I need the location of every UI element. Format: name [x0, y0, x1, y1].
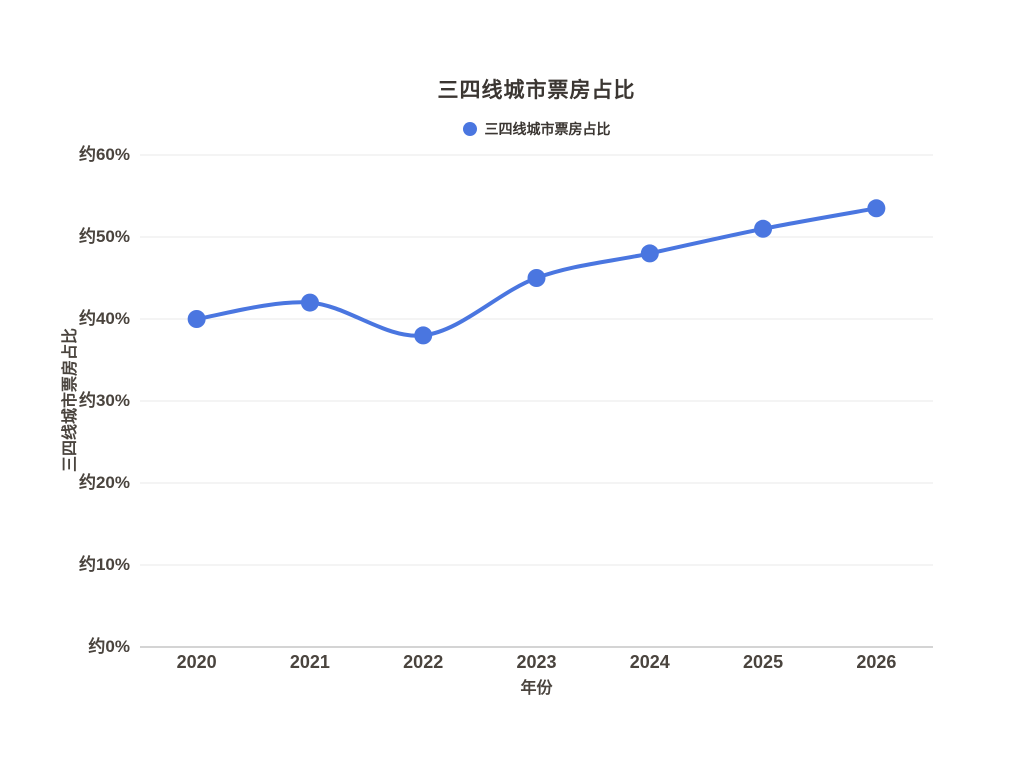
x-tick-label: 2022: [403, 652, 444, 672]
y-tick-label: 约10%: [78, 555, 130, 574]
y-tick-label: 约50%: [78, 227, 130, 246]
y-tick-label: 约60%: [78, 145, 130, 164]
y-axis-title: 三四线城市票房占比: [62, 327, 79, 473]
legend[interactable]: 三四线城市票房占比: [140, 119, 933, 139]
data-point-2024[interactable]: [640, 244, 659, 263]
y-tick-label: 约30%: [78, 391, 130, 410]
data-point-2026[interactable]: [867, 199, 886, 218]
y-tick-label: 约0%: [88, 637, 130, 656]
y-tick-label: 约40%: [78, 309, 130, 328]
x-tick-label: 2026: [856, 652, 897, 672]
legend-marker-icon: [462, 122, 477, 136]
x-tick-label: 2021: [289, 652, 330, 672]
y-tick-label: 约20%: [78, 473, 130, 492]
x-tick-label: 2024: [629, 652, 670, 672]
x-axis-title: 年份: [520, 680, 553, 697]
data-point-2022[interactable]: [414, 326, 433, 345]
x-tick-label: 2023: [516, 652, 557, 672]
data-point-2025[interactable]: [754, 219, 773, 238]
data-point-2020[interactable]: [187, 310, 206, 328]
x-tick-label: 2020: [176, 652, 217, 672]
x-tick-label: 2025: [743, 652, 784, 672]
legend-label: 三四线城市票房占比: [484, 121, 611, 137]
data-point-2021[interactable]: [300, 293, 319, 312]
chart-title: 三四线城市票房占比: [437, 79, 636, 102]
data-point-2023[interactable]: [527, 269, 546, 287]
